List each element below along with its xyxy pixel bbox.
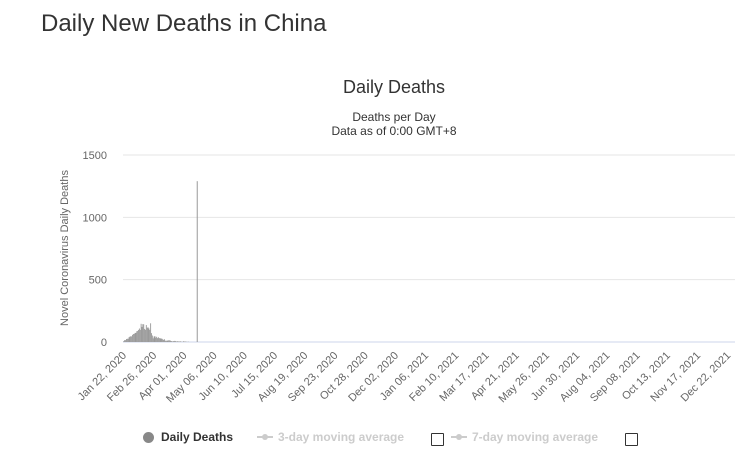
bar xyxy=(140,323,142,342)
bar xyxy=(154,336,156,342)
line-marker-icon xyxy=(451,432,467,442)
bar xyxy=(173,341,175,342)
bar xyxy=(168,340,170,342)
bar xyxy=(138,329,139,342)
bar xyxy=(176,341,178,342)
bar xyxy=(157,338,158,342)
y-tick-label: 0 xyxy=(101,337,107,349)
bar xyxy=(177,341,179,342)
bar xyxy=(135,332,137,342)
7-day-average-checkbox[interactable] xyxy=(625,433,638,446)
bar xyxy=(160,338,162,342)
bar xyxy=(179,341,181,342)
chart-subtitle-line-1: Deaths per Day xyxy=(352,110,435,124)
legend-item-7-day-average[interactable]: 7-day moving average xyxy=(451,430,598,444)
circle-marker-icon xyxy=(143,431,154,443)
bar xyxy=(174,340,176,342)
chart-legend: Daily Deaths 3-day moving average 7-day … xyxy=(0,428,747,450)
bar xyxy=(148,328,150,342)
bar xyxy=(157,337,159,342)
bar xyxy=(128,337,130,342)
bar xyxy=(131,336,133,342)
bar xyxy=(169,340,171,342)
bar xyxy=(180,341,182,342)
y-tick-label: 1000 xyxy=(83,212,107,224)
bar xyxy=(164,340,166,342)
bar xyxy=(144,328,146,342)
bar xyxy=(139,329,141,342)
bar xyxy=(170,341,172,342)
bar xyxy=(126,338,128,342)
legend-label: Daily Deaths xyxy=(161,430,234,444)
bar xyxy=(133,333,135,342)
bar xyxy=(126,339,127,342)
3-day-average-checkbox[interactable] xyxy=(431,433,444,446)
bar xyxy=(156,336,158,342)
bar xyxy=(146,327,148,342)
bar xyxy=(152,338,154,342)
bar xyxy=(165,341,167,342)
bar xyxy=(172,341,174,342)
bar xyxy=(123,341,125,342)
bar xyxy=(161,338,163,342)
bar xyxy=(163,339,165,342)
bar xyxy=(151,335,153,342)
bar xyxy=(127,338,129,342)
bar xyxy=(144,329,146,342)
y-tick-label: 1500 xyxy=(83,150,107,162)
bar xyxy=(166,340,168,342)
bar xyxy=(163,339,165,342)
bar xyxy=(151,333,152,342)
bar xyxy=(167,340,169,342)
bar xyxy=(159,338,161,342)
bar xyxy=(125,340,127,342)
daily-deaths-chart: Daily Deaths Deaths per Day Data as of 0… xyxy=(59,77,735,405)
bar xyxy=(143,324,145,342)
bar xyxy=(138,328,140,342)
chart-subtitle-line-2: Data as of 0:00 GMT+8 xyxy=(331,124,456,138)
legend-item-daily-deaths[interactable]: Daily Deaths xyxy=(143,430,233,444)
legend-label: 7-day moving average xyxy=(472,430,599,444)
y-tick-label: 500 xyxy=(89,275,107,287)
bar xyxy=(158,338,160,342)
bar xyxy=(162,339,164,342)
bar xyxy=(149,329,151,342)
bar xyxy=(134,332,136,342)
legend-item-3-day-average[interactable]: 3-day moving average xyxy=(257,430,404,444)
bar xyxy=(137,330,139,342)
bar xyxy=(142,324,144,342)
chart-title: Daily Deaths xyxy=(343,77,445,97)
bar xyxy=(182,341,184,342)
bar xyxy=(147,327,149,342)
legend-label: 3-day moving average xyxy=(278,430,405,444)
bar xyxy=(145,325,147,342)
bar xyxy=(132,334,133,342)
bar xyxy=(150,323,152,342)
page-title: Daily New Deaths in China xyxy=(41,10,327,37)
line-marker-icon xyxy=(257,432,273,442)
bar xyxy=(129,336,131,342)
bar xyxy=(170,340,171,342)
bar xyxy=(175,341,177,342)
bar xyxy=(124,340,126,342)
bar xyxy=(141,326,143,342)
y-axis-label: Novel Coronavirus Daily Deaths xyxy=(59,170,71,326)
bar xyxy=(136,331,138,342)
bar xyxy=(130,336,132,342)
bar xyxy=(155,337,157,342)
bar xyxy=(153,336,155,342)
bar xyxy=(132,334,134,342)
bar xyxy=(196,181,198,342)
